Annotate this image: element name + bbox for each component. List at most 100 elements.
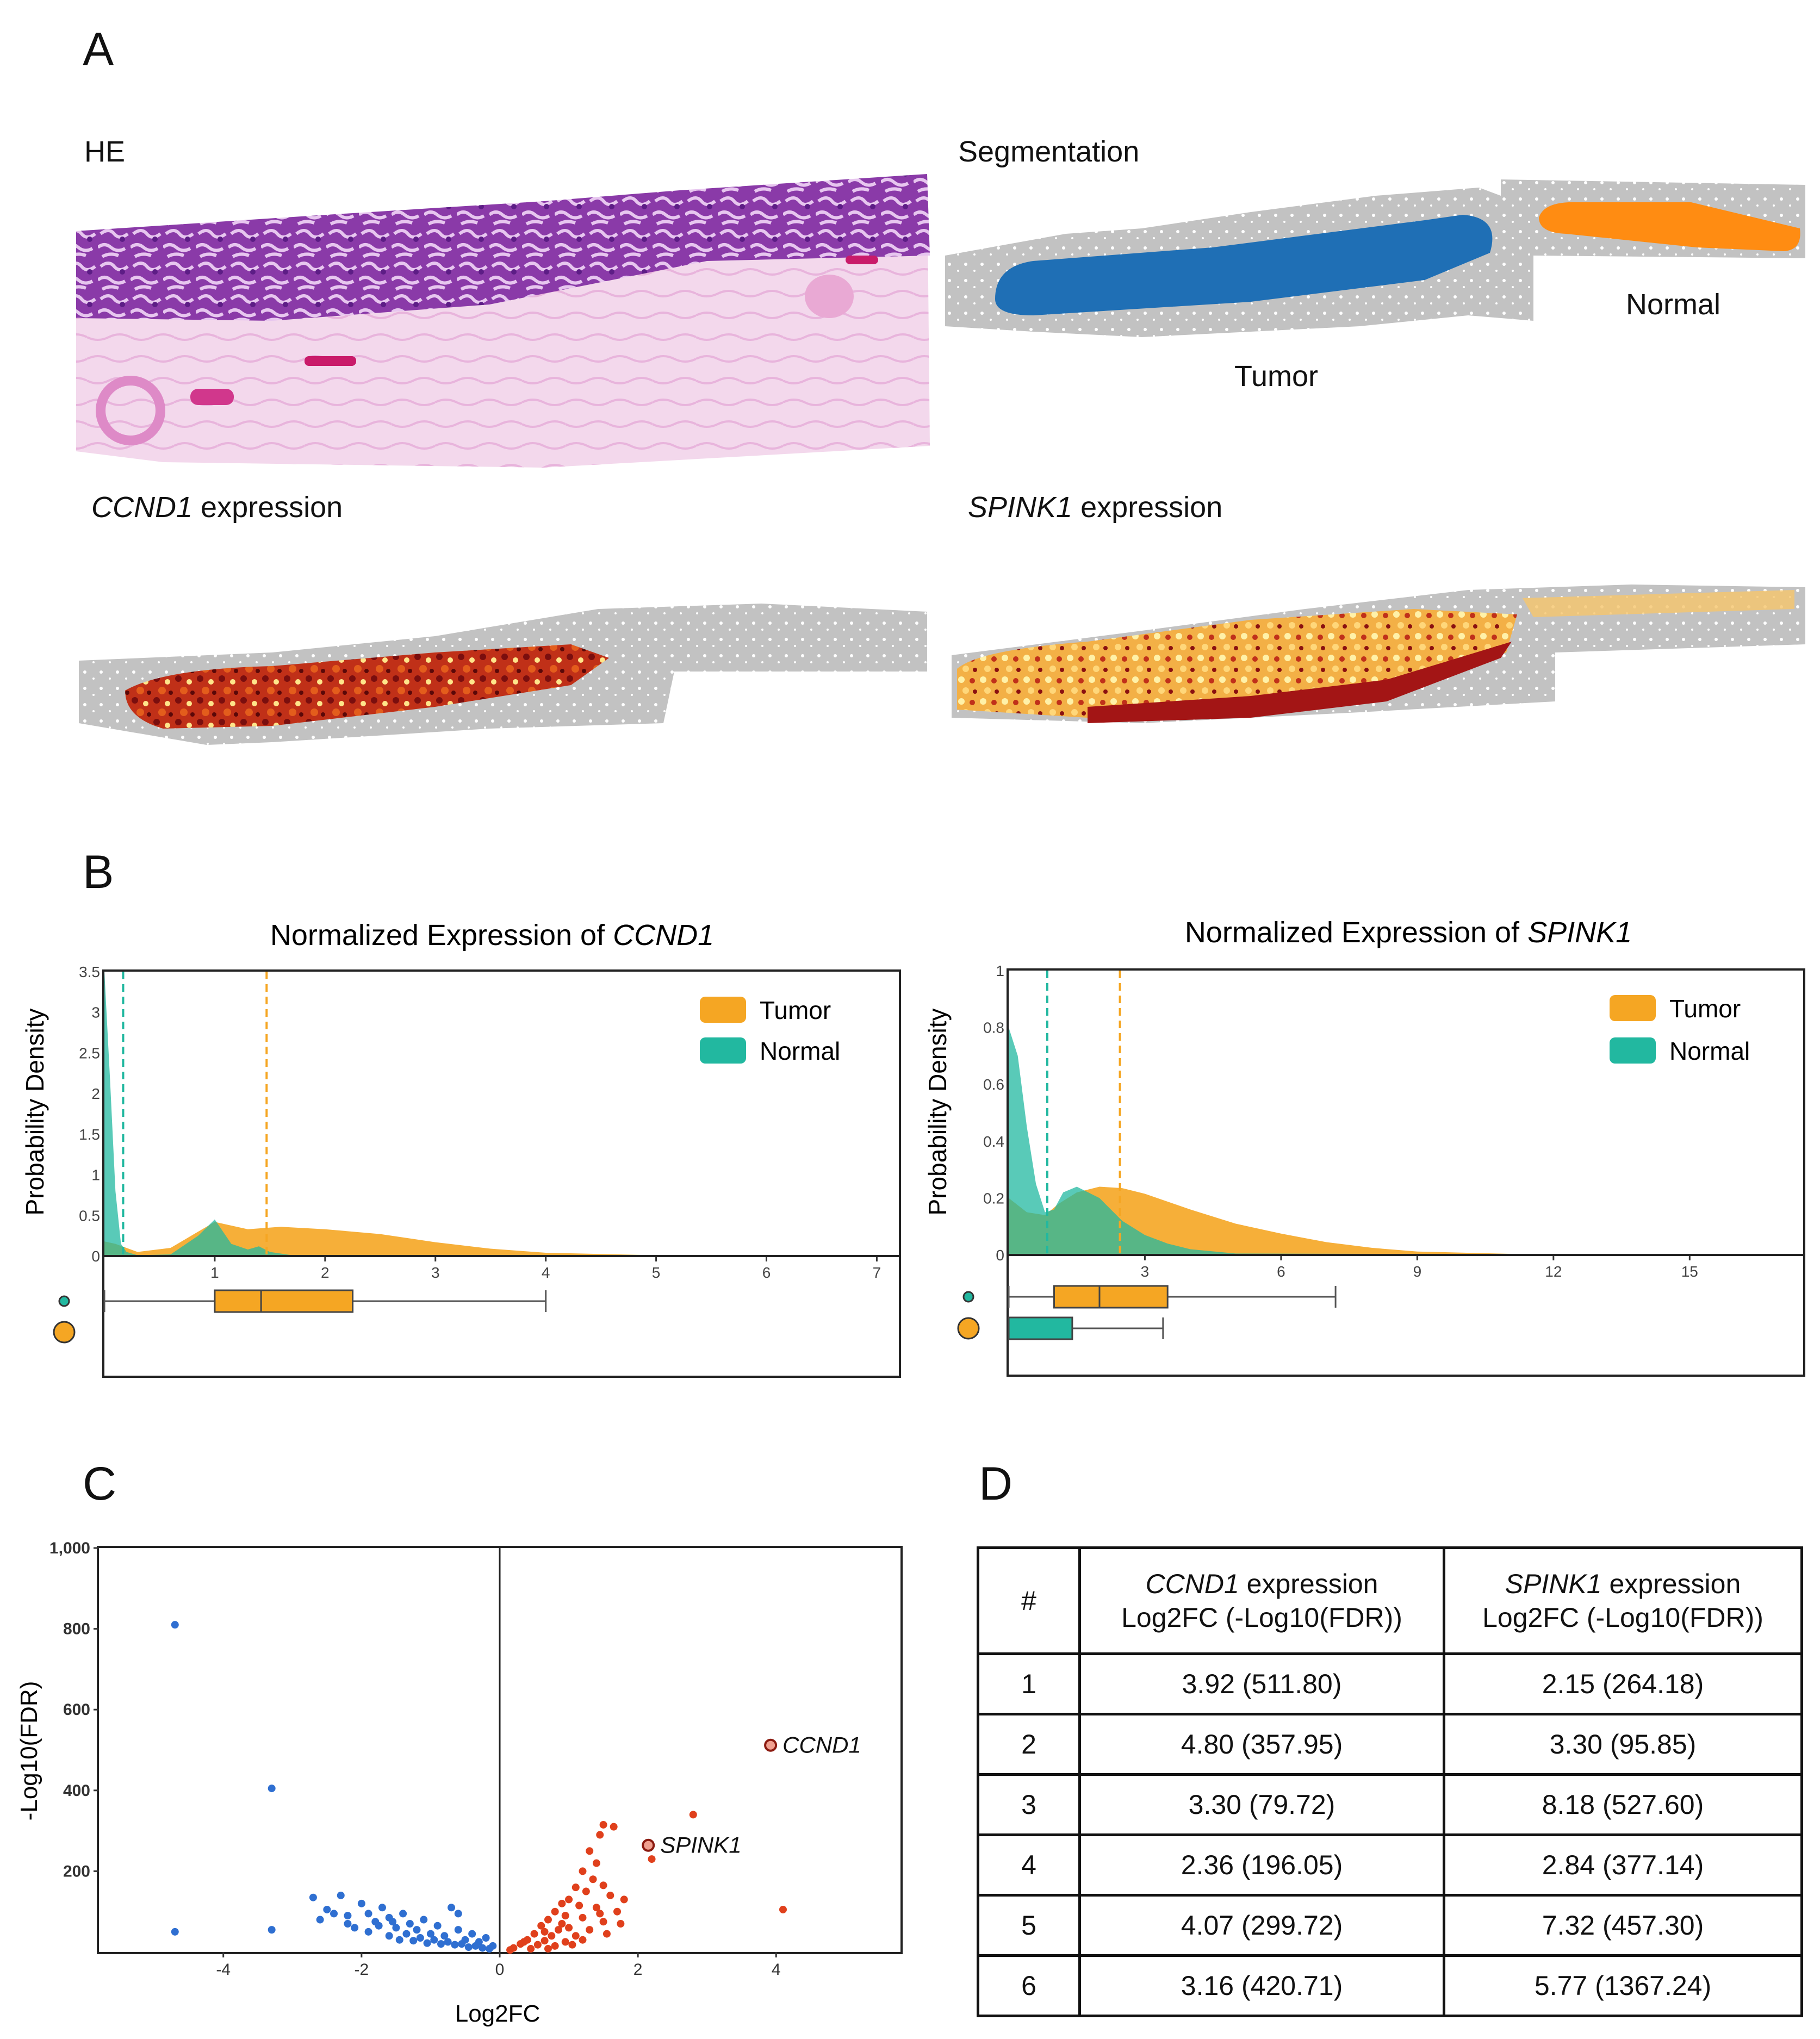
b-left-title: Normalized Expression of CCND1 [270, 919, 714, 952]
row-num: 1 [978, 1654, 1080, 1714]
data-point-up [610, 1823, 618, 1831]
tumor-label: Tumor [1234, 360, 1318, 393]
data-point-down [337, 1892, 345, 1899]
ccnd1-value: 2.36 (196.05) [1080, 1835, 1444, 1895]
b-right-title-prefix: Normalized Expression of [1185, 916, 1527, 949]
table-row: 2 4.80 (357.95) 3.30 (95.85) [978, 1714, 1802, 1775]
data-point-down [406, 1920, 414, 1928]
data-point-up [586, 1926, 593, 1934]
data-point-down [482, 1934, 490, 1942]
data-point-up [586, 1847, 593, 1855]
data-point-up [690, 1811, 697, 1818]
data-point-up [596, 1910, 604, 1917]
normal-label: Normal [1626, 288, 1720, 321]
highlight-point [643, 1840, 654, 1851]
y-tick-label: 0.2 [983, 1190, 1004, 1207]
data-point-down [344, 1920, 351, 1928]
tumor-group-marker [54, 1322, 74, 1342]
ccnd1-value: 4.80 (357.95) [1080, 1714, 1444, 1775]
data-point-up [558, 1900, 566, 1907]
data-point-up [558, 1920, 566, 1928]
data-point-down [451, 1941, 458, 1949]
y-tick-label: 3.5 [79, 963, 100, 980]
b-right-title-gene: SPINK1 [1527, 916, 1632, 949]
header-num: # [978, 1548, 1080, 1654]
data-point-up [568, 1941, 576, 1949]
legend-normal-swatch [1610, 1037, 1656, 1064]
row-num: 4 [978, 1835, 1080, 1895]
header-ccnd1-suffix: expression [1239, 1569, 1378, 1599]
b-right-title: Normalized Expression of SPINK1 [1185, 916, 1632, 949]
y-tick-label: 0 [91, 1248, 100, 1265]
data-point-down [479, 1944, 486, 1952]
data-point-up [603, 1930, 611, 1938]
data-point-down [458, 1940, 465, 1948]
data-point-up [544, 1916, 552, 1924]
data-point-down [386, 1932, 393, 1939]
data-point-down [399, 1910, 407, 1917]
data-point-down [330, 1910, 338, 1917]
row-num: 5 [978, 1895, 1080, 1956]
data-point-down [455, 1910, 462, 1917]
data-point-down [455, 1926, 462, 1934]
data-point-up [593, 1860, 600, 1867]
x-tick-label: 4 [772, 1961, 781, 1979]
normal-group-marker [59, 1296, 69, 1306]
ccnd1-value: 3.92 (511.80) [1080, 1654, 1444, 1714]
legend-tumor-label: Tumor [1669, 994, 1741, 1023]
y-tick-label: 0.5 [79, 1207, 100, 1224]
b-left-legend: Tumor Normal [700, 996, 840, 1065]
spink1-value: 3.30 (95.85) [1444, 1714, 1802, 1775]
data-point-up [548, 1932, 555, 1939]
b-left-title-gene: CCND1 [613, 919, 714, 952]
data-point-up [589, 1875, 597, 1883]
box-tumor [215, 1290, 353, 1312]
x-tick-label: 7 [873, 1264, 881, 1281]
legend-normal-label: Normal [1669, 1037, 1750, 1065]
table-row: 3 3.30 (79.72) 8.18 (527.60) [978, 1775, 1802, 1835]
table-row: 5 4.07 (299.72) 7.32 (457.30) [978, 1895, 1802, 1956]
data-point-down [417, 1934, 424, 1942]
table-row: 6 3.16 (420.71) 5.77 (1367.24) [978, 1956, 1802, 2016]
y-tick-label: 200 [63, 1862, 90, 1880]
data-point-up [613, 1908, 621, 1916]
data-point-down [448, 1904, 455, 1911]
header-spink1-gene: SPINK1 [1505, 1569, 1602, 1599]
data-point-down [358, 1900, 365, 1907]
b-right-boxplot [958, 1255, 1804, 1376]
x-tick-label: 12 [1545, 1263, 1562, 1280]
y-tick-label: 3 [91, 1004, 100, 1021]
header-ccnd1-line2: Log2FC (-Log10(FDR)) [1121, 1602, 1402, 1633]
data-point-down [378, 1904, 386, 1911]
legend-tumor-swatch [1610, 995, 1656, 1021]
y-tick-label: 1,000 [49, 1539, 90, 1557]
x-tick-label: 2 [633, 1961, 643, 1979]
highlight-label: CCND1 [782, 1732, 861, 1758]
he-image [76, 174, 930, 468]
row-num: 3 [978, 1775, 1080, 1835]
data-point-up [551, 1908, 559, 1916]
data-point-up [620, 1895, 628, 1903]
data-point-up [565, 1895, 573, 1903]
table-header-row: # CCND1 expression Log2FC (-Log10(FDR)) S… [978, 1548, 1802, 1654]
data-point-down [402, 1930, 410, 1938]
header-spink1-suffix: expression [1602, 1569, 1741, 1599]
data-point-down [437, 1940, 445, 1948]
y-tick-label: 2.5 [79, 1045, 100, 1061]
data-point-up [531, 1930, 538, 1938]
data-point-up [572, 1932, 580, 1939]
data-point-down [413, 1926, 421, 1934]
data-point-up [600, 1821, 607, 1829]
data-point-down [171, 1621, 179, 1628]
data-point-down [323, 1906, 331, 1913]
data-point-up [544, 1945, 552, 1953]
y-tick-label: 1 [91, 1167, 100, 1184]
legend-tumor-swatch [700, 997, 746, 1023]
spink1-value: 2.15 (264.18) [1444, 1654, 1802, 1714]
x-tick-label: 2 [321, 1264, 330, 1281]
y-tick-label: 600 [63, 1701, 90, 1719]
data-point-up [617, 1920, 624, 1928]
ccnd1-value: 3.30 (79.72) [1080, 1775, 1444, 1835]
x-tick-label: 3 [1141, 1263, 1150, 1280]
data-point-down [316, 1916, 324, 1924]
